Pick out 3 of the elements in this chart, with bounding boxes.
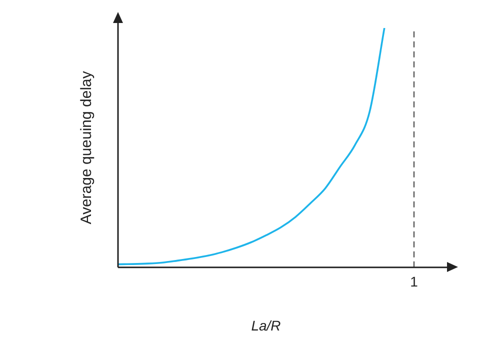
text: 1 xyxy=(410,273,418,290)
y-axis-title: Average queuing delay xyxy=(78,70,96,224)
x-axis-title: La/R xyxy=(251,317,281,334)
